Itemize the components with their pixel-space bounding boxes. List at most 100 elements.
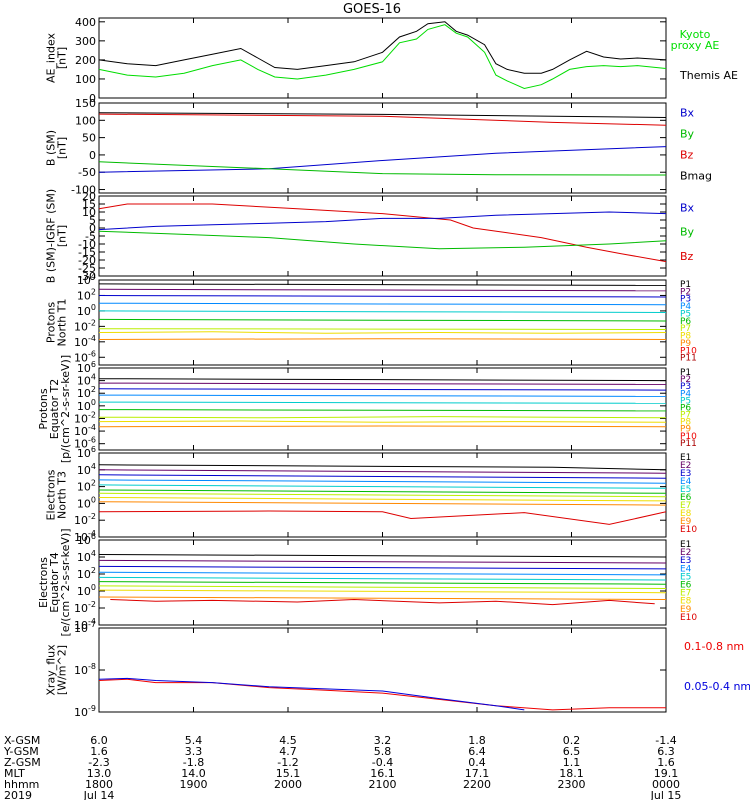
series-e4 [99, 572, 666, 575]
y-tick-label: 100 [77, 303, 96, 318]
panel-frame [99, 280, 666, 365]
panel-protons_t2: 10610410210010-210-410-6ProtonsEquator T… [37, 355, 697, 463]
series-p9 [99, 339, 666, 340]
y-tick-label: 300 [75, 35, 96, 48]
y-tick-label: 200 [75, 54, 96, 67]
y-axis-label-line: [nT] [56, 225, 69, 247]
series-e9 [99, 502, 666, 505]
series-e4 [99, 480, 666, 483]
legend-entry: Bx [680, 201, 695, 214]
series-p4 [99, 395, 666, 396]
series-e1 [99, 555, 666, 558]
legend-entry: Bx [680, 107, 695, 120]
legend-entry: 0.1-0.8 nm [684, 640, 744, 653]
y-tick-label: 100 [75, 114, 96, 127]
x-axis-cell: Jul 14 [83, 789, 115, 800]
series-p7 [99, 417, 666, 418]
series-by [99, 162, 666, 175]
series-e2 [99, 470, 666, 473]
series-e8 [99, 590, 666, 593]
series-e8 [99, 498, 666, 501]
y-axis-label-line: [nT] [56, 47, 69, 69]
panel-bsm: 150100500-50-100B (SM)[nT]BxByBzBmag [45, 97, 713, 197]
x-axis-cell: 2000 [274, 778, 302, 791]
series-p5 [99, 402, 666, 403]
y-tick-label: -50 [78, 166, 96, 179]
y-tick-label: 10-9 [74, 704, 96, 719]
panel-electrons_t4: 10610410210010-210-4ElectronsEquator T4[… [37, 528, 697, 636]
series-p5 [99, 311, 666, 313]
panel-frame [99, 628, 666, 712]
series-p2 [99, 383, 666, 384]
y-tick-label: 106 [77, 532, 96, 547]
series-p8 [99, 332, 666, 334]
panel-protons_t1: 10410210010-210-410-6ProtonsNorth T1P1P2… [45, 272, 698, 365]
y-tick-label: 102 [77, 287, 96, 302]
legend-entry: By [680, 127, 695, 140]
legend-entry: P11 [680, 354, 697, 364]
legend-entry: 0.05-0.4 nm [684, 680, 750, 693]
x-axis-cell: 2200 [463, 778, 491, 791]
series-e7 [99, 493, 666, 496]
series-e9 [99, 597, 666, 600]
chart-title: GOES-16 [343, 2, 401, 17]
y-tick-label: 106 [77, 445, 96, 460]
y-axis-label-line: [W/m^2] [56, 645, 69, 695]
x-axis-cell: 1900 [180, 778, 208, 791]
y-tick-label: 10-2 [74, 600, 96, 615]
legend-entry: P11 [680, 439, 697, 449]
y-tick-label: 10-8 [74, 662, 96, 677]
goes16-multipanel-chart: GOES-16 0100200300400AE_index[nT]Kyotopr… [0, 0, 750, 800]
y-tick-label: 102 [77, 566, 96, 581]
series-e6 [99, 582, 666, 585]
series-bx [99, 147, 666, 173]
y-axis-label-line: [p/(cm^2-s-sr-keV)] [59, 355, 72, 463]
legend-entry: E10 [680, 525, 697, 535]
series-p9 [99, 426, 666, 427]
series-p6 [99, 410, 666, 411]
y-tick-label: 10-4 [74, 334, 96, 349]
x-axis-table: X-GSMY-GSMZ-GSMMLThhmm20196.01.6-2.313.0… [3, 734, 681, 800]
y-tick-label: 400 [75, 16, 96, 29]
y-tick-label: 104 [77, 462, 96, 477]
series-e3 [99, 566, 666, 569]
y-axis-label-line: [nT] [56, 137, 69, 159]
x-axis-cell: Jul 15 [650, 789, 682, 800]
legend-entry: Bz [680, 148, 694, 161]
series-bx [99, 212, 666, 230]
y-tick-label: 10-2 [74, 512, 96, 527]
panel-bigrf: 20151050-5-10-15-20-25-30B (SM)-IGRF (SM… [45, 189, 695, 283]
series-e7 [99, 586, 666, 589]
legend-entry: By [680, 226, 695, 239]
panel-xray: 10-710-810-9Xray_flux[W/m^2] 0.1-0.8 nm0.… [45, 620, 750, 719]
x-axis-cell: 2300 [558, 778, 586, 791]
series-p3 [99, 389, 666, 390]
y-tick-label: 50 [82, 132, 96, 145]
legend-entry: Themis AE [679, 69, 738, 82]
series-e2 [99, 560, 666, 563]
series-kyoto-proxy-ae [99, 25, 666, 89]
legend-entry: E10 [680, 613, 697, 623]
series-themis-ae [99, 22, 666, 73]
x-axis-row-label: 2019 [4, 789, 32, 800]
series-p7 [99, 329, 666, 330]
series-e5 [99, 485, 666, 488]
series-p8 [99, 421, 666, 422]
y-tick-label: 104 [77, 549, 96, 564]
y-tick-label: 100 [77, 495, 96, 510]
series-0.05-0.4-nm [99, 678, 524, 710]
series-p4 [99, 303, 666, 305]
series-e3 [99, 475, 666, 478]
legend-entry: proxy AE [671, 39, 720, 52]
y-tick-label: 150 [75, 97, 96, 110]
legend-entry: Bmag [680, 169, 712, 182]
panel-frame [99, 18, 666, 98]
series-e6 [99, 490, 666, 493]
series-p1 [99, 379, 666, 381]
y-tick-label: 10-2 [74, 318, 96, 333]
series-e10 [110, 600, 654, 605]
panels-layer: 0100200300400AE_index[nT]Kyotoproxy AETh… [37, 16, 750, 719]
series-e5 [99, 577, 666, 580]
series-p2 [99, 289, 666, 291]
panel-frame [99, 196, 666, 276]
